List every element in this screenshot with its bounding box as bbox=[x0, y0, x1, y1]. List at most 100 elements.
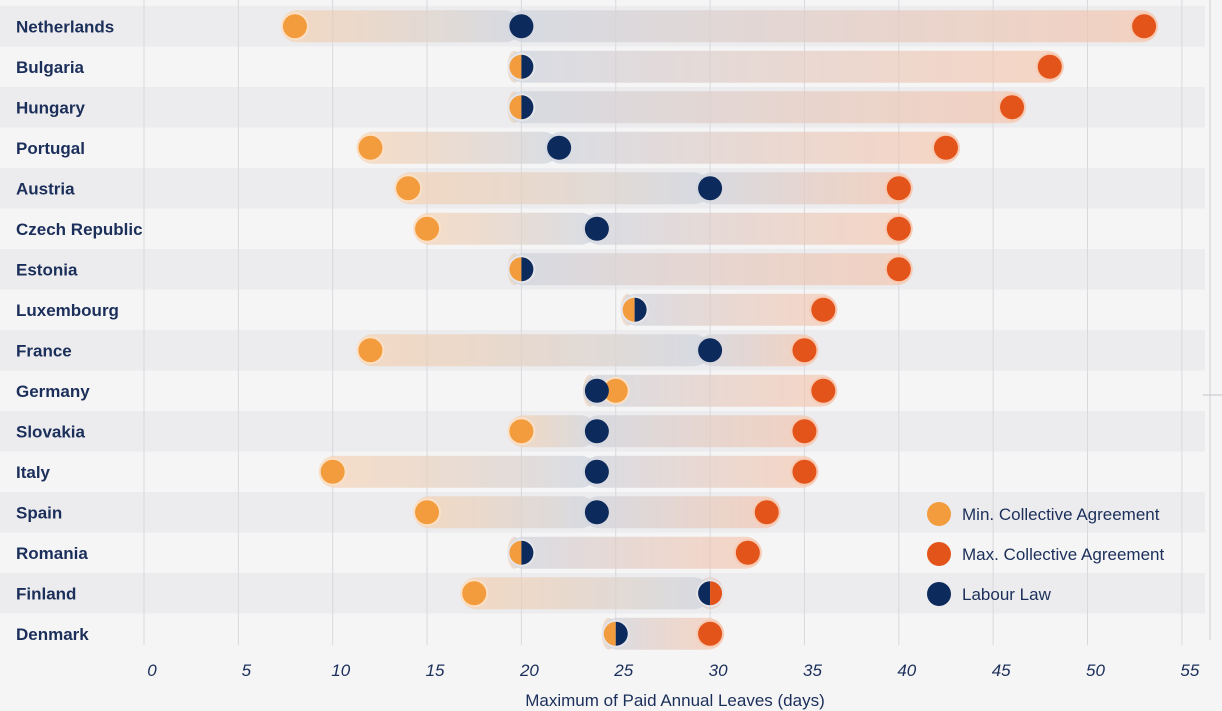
x-tick-label: 35 bbox=[803, 661, 822, 680]
min-to-law-bar bbox=[460, 577, 711, 610]
country-label: Denmark bbox=[16, 625, 89, 644]
max-dot[interactable] bbox=[933, 135, 958, 160]
country-label: Hungary bbox=[16, 98, 86, 117]
min-dot[interactable] bbox=[282, 14, 307, 39]
max-dot[interactable] bbox=[811, 378, 836, 403]
legend-label-min: Min. Collective Agreement bbox=[962, 505, 1160, 524]
max-dot[interactable] bbox=[811, 297, 836, 322]
min-to-law-bar bbox=[280, 10, 522, 43]
max-dot[interactable] bbox=[1000, 95, 1025, 120]
max-dot[interactable] bbox=[735, 540, 760, 565]
country-label: Portugal bbox=[16, 139, 85, 158]
country-row[interactable] bbox=[507, 415, 819, 448]
min-law-split-dot[interactable] bbox=[620, 295, 649, 324]
legend-label-law: Labour Law bbox=[962, 585, 1052, 604]
country-row[interactable] bbox=[318, 455, 819, 488]
labour-law-dot[interactable] bbox=[509, 14, 534, 39]
max-dot[interactable] bbox=[886, 176, 911, 201]
country-row[interactable] bbox=[356, 131, 960, 164]
min-to-law-bar bbox=[318, 455, 597, 488]
min-dot[interactable] bbox=[358, 135, 383, 160]
labour-law-dot[interactable] bbox=[547, 135, 572, 160]
max-dot[interactable] bbox=[886, 216, 911, 241]
max-dot[interactable] bbox=[792, 459, 817, 484]
labour-law-dot[interactable] bbox=[698, 338, 723, 363]
max-dot[interactable] bbox=[698, 621, 723, 646]
max-dot[interactable] bbox=[792, 419, 817, 444]
min-law-split-dot[interactable] bbox=[507, 538, 536, 567]
law-max-split-dot[interactable] bbox=[696, 579, 725, 608]
min-dot[interactable] bbox=[603, 378, 628, 403]
min-dot[interactable] bbox=[509, 419, 534, 444]
country-row[interactable] bbox=[413, 496, 781, 529]
country-row[interactable] bbox=[460, 577, 725, 610]
max-dot[interactable] bbox=[792, 338, 817, 363]
country-row[interactable] bbox=[507, 50, 1064, 83]
min-law-split-dot[interactable] bbox=[507, 52, 536, 81]
min-dot[interactable] bbox=[415, 500, 440, 525]
law-to-max-bar bbox=[582, 212, 913, 245]
min-dot[interactable] bbox=[320, 459, 345, 484]
min-law-split-dot[interactable] bbox=[601, 619, 630, 648]
x-axis: 0 5 10 15 20 25 30 35 40 45 50 55 bbox=[147, 661, 1200, 680]
law-to-max-bar bbox=[507, 91, 1027, 124]
country-row[interactable] bbox=[394, 172, 913, 205]
country-row[interactable] bbox=[507, 253, 913, 286]
law-to-max-bar bbox=[620, 293, 838, 326]
legend: Min. Collective Agreement Max. Collective… bbox=[927, 502, 1164, 606]
max-dot[interactable] bbox=[1037, 54, 1062, 79]
min-law-split-dot[interactable] bbox=[507, 93, 536, 122]
law-to-max-bar bbox=[507, 10, 1159, 43]
labour-law-dot[interactable] bbox=[584, 500, 609, 525]
x-tick-label: 15 bbox=[426, 661, 445, 680]
legend-label-max: Max. Collective Agreement bbox=[962, 545, 1164, 564]
law-to-max-bar bbox=[582, 415, 819, 448]
country-label: Slovakia bbox=[16, 422, 86, 441]
max-dot[interactable] bbox=[886, 257, 911, 282]
min-dot[interactable] bbox=[415, 216, 440, 241]
min-dot[interactable] bbox=[358, 338, 383, 363]
min-dot[interactable] bbox=[396, 176, 421, 201]
country-row[interactable] bbox=[356, 334, 819, 367]
x-tick-label: 5 bbox=[242, 661, 252, 680]
min-to-law-bar bbox=[356, 131, 560, 164]
law-to-max-bar bbox=[545, 131, 960, 164]
country-label: Luxembourg bbox=[16, 301, 119, 320]
law-to-max-bar bbox=[582, 455, 819, 488]
x-tick-label: 30 bbox=[709, 661, 728, 680]
country-label: Italy bbox=[16, 463, 51, 482]
max-dot[interactable] bbox=[754, 500, 779, 525]
labour-law-dot[interactable] bbox=[584, 378, 609, 403]
country-row[interactable] bbox=[507, 91, 1027, 124]
x-axis-title: Maximum of Paid Annual Leaves (days) bbox=[525, 691, 825, 710]
labour-law-dot[interactable] bbox=[584, 419, 609, 444]
country-row[interactable] bbox=[280, 10, 1159, 43]
min-law-split-dot[interactable] bbox=[507, 255, 536, 284]
x-tick-label: 50 bbox=[1086, 661, 1105, 680]
min-to-law-bar bbox=[413, 212, 597, 245]
min-to-law-bar bbox=[413, 496, 597, 529]
law-to-max-bar bbox=[507, 50, 1064, 83]
country-label: Finland bbox=[16, 584, 76, 603]
country-label: Spain bbox=[16, 503, 62, 522]
max-dot[interactable] bbox=[1132, 14, 1157, 39]
x-tick-label: 10 bbox=[331, 661, 350, 680]
country-row[interactable] bbox=[507, 536, 762, 569]
country-row[interactable] bbox=[620, 293, 838, 326]
labour-law-dot[interactable] bbox=[584, 216, 609, 241]
country-row[interactable] bbox=[413, 212, 913, 245]
country-label: Romania bbox=[16, 544, 88, 563]
labour-law-dot[interactable] bbox=[584, 459, 609, 484]
legend-swatch-law bbox=[927, 582, 951, 606]
x-tick-label: 45 bbox=[992, 661, 1011, 680]
min-dot[interactable] bbox=[462, 581, 487, 606]
labour-law-dot[interactable] bbox=[698, 176, 723, 201]
min-to-law-bar bbox=[356, 334, 711, 367]
country-label: Netherlands bbox=[16, 17, 114, 36]
row-band bbox=[0, 289, 1205, 330]
country-label: Bulgaria bbox=[16, 58, 85, 77]
min-to-law-bar bbox=[394, 172, 711, 205]
law-to-max-bar bbox=[507, 536, 762, 569]
